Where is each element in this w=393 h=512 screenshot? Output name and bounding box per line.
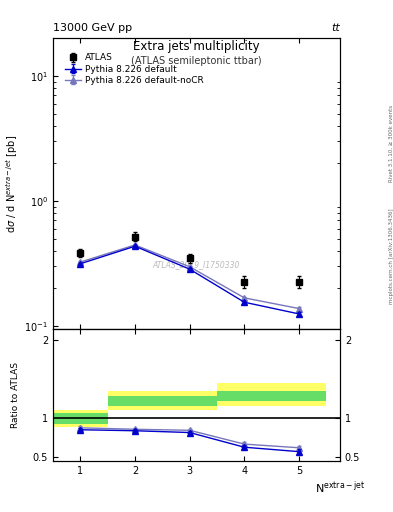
Text: Extra jets multiplicity: Extra jets multiplicity [133, 40, 260, 53]
Text: tt: tt [331, 23, 340, 33]
Text: 13000 GeV pp: 13000 GeV pp [53, 23, 132, 33]
Y-axis label: d$\sigma$ / d N$^{extra-jet}$ [pb]: d$\sigma$ / d N$^{extra-jet}$ [pb] [4, 135, 20, 233]
Text: mcplots.cern.ch [arXiv:1306.3436]: mcplots.cern.ch [arXiv:1306.3436] [389, 208, 393, 304]
Text: ATLAS_2019_I1750330: ATLAS_2019_I1750330 [153, 261, 240, 269]
Legend: ATLAS, Pythia 8.226 default, Pythia 8.226 default-noCR: ATLAS, Pythia 8.226 default, Pythia 8.22… [63, 52, 206, 87]
Text: Rivet 3.1.10, ≥ 300k events: Rivet 3.1.10, ≥ 300k events [389, 105, 393, 182]
Text: (ATLAS semileptonic ttbar): (ATLAS semileptonic ttbar) [131, 56, 262, 66]
X-axis label: N$^{\mathregular{extra-jet}}$: N$^{\mathregular{extra-jet}}$ [315, 479, 365, 496]
Y-axis label: Ratio to ATLAS: Ratio to ATLAS [11, 362, 20, 428]
